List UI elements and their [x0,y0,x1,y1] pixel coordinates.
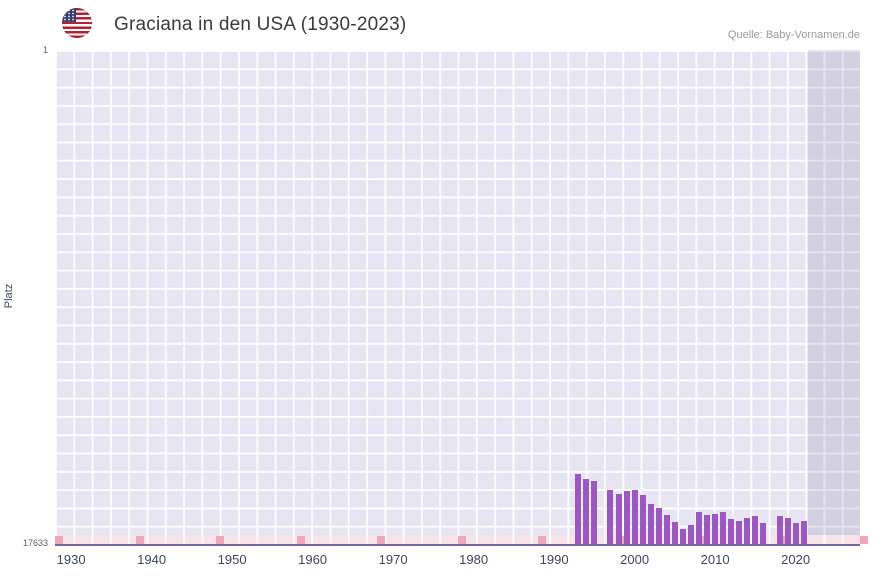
bar-2013[interactable] [736,520,743,544]
x-tick-label-2010: 2010 [700,552,730,567]
bar-2000[interactable] [631,489,638,544]
x-tick-label-2000: 2000 [620,552,650,567]
us-flag-icon [62,8,92,38]
bar-1998[interactable] [615,494,622,544]
bar-1997[interactable] [607,489,614,544]
decade-mark-2028 [860,536,868,544]
y-axis-bottom-label: 17633 [22,538,48,548]
x-axis-line [55,544,860,546]
x-axis-labels: 1930 1940 1950 1960 1970 1980 1990 2000 2010 2020 [55,552,860,572]
bar-2008[interactable] [696,512,702,544]
bar-1994[interactable] [583,478,590,544]
decade-mark-1968 [377,536,385,544]
page-title: Graciana in den USA (1930-2023) [114,14,407,35]
bar-2015[interactable] [752,516,759,544]
y-axis-top-label: 1 [42,45,48,55]
bar-2011[interactable] [720,512,727,544]
bar-2009[interactable] [704,515,711,544]
bar-2007[interactable] [687,524,694,544]
bar-2006[interactable] [679,529,686,544]
x-tick-label-1940: 1940 [137,552,167,567]
bar-1995[interactable] [591,481,598,544]
decade-mark-1948 [216,536,224,544]
bar-2004[interactable] [663,515,670,544]
bar-2003[interactable] [655,508,662,544]
decade-mark-1978 [457,536,466,544]
bar-2012[interactable] [728,519,735,544]
bar-2005[interactable] [671,522,678,544]
recent-years-band [807,50,860,544]
bar-1999[interactable] [623,491,630,544]
decade-mark-1998 [618,536,627,544]
bar-2014[interactable] [744,517,751,544]
bar-2010[interactable] [712,513,719,544]
bar-2001[interactable] [639,495,646,544]
decade-mark-1958 [296,536,305,544]
bar-2016[interactable] [760,523,767,544]
bar-2020[interactable] [792,523,799,544]
decade-mark-1988 [538,536,546,544]
decade-mark-2018 [779,536,788,544]
decade-mark-1928 [55,536,63,544]
x-tick-label-1950: 1950 [217,552,247,567]
bar-2018[interactable] [776,516,783,544]
y-axis-title: Platz [3,283,16,309]
bar-1993[interactable] [575,474,582,544]
x-tick-label-1990: 1990 [539,552,569,567]
x-tick-label-1960: 1960 [298,552,328,567]
x-tick-label-1980: 1980 [459,552,489,567]
chart-plot [55,50,868,544]
x-tick-label-1930: 1930 [56,552,86,567]
decade-mark-1938 [135,536,144,544]
x-tick-label-2020: 2020 [781,552,811,567]
us-flag-canton [62,8,76,22]
bar-2019[interactable] [784,517,791,544]
source-credit: Quelle: Baby-Vornamen.de [727,29,860,41]
x-tick-label-1970: 1970 [378,552,408,567]
bar-2002[interactable] [647,503,654,544]
bar-2021[interactable] [800,520,807,544]
decade-mark-2008 [699,536,707,544]
